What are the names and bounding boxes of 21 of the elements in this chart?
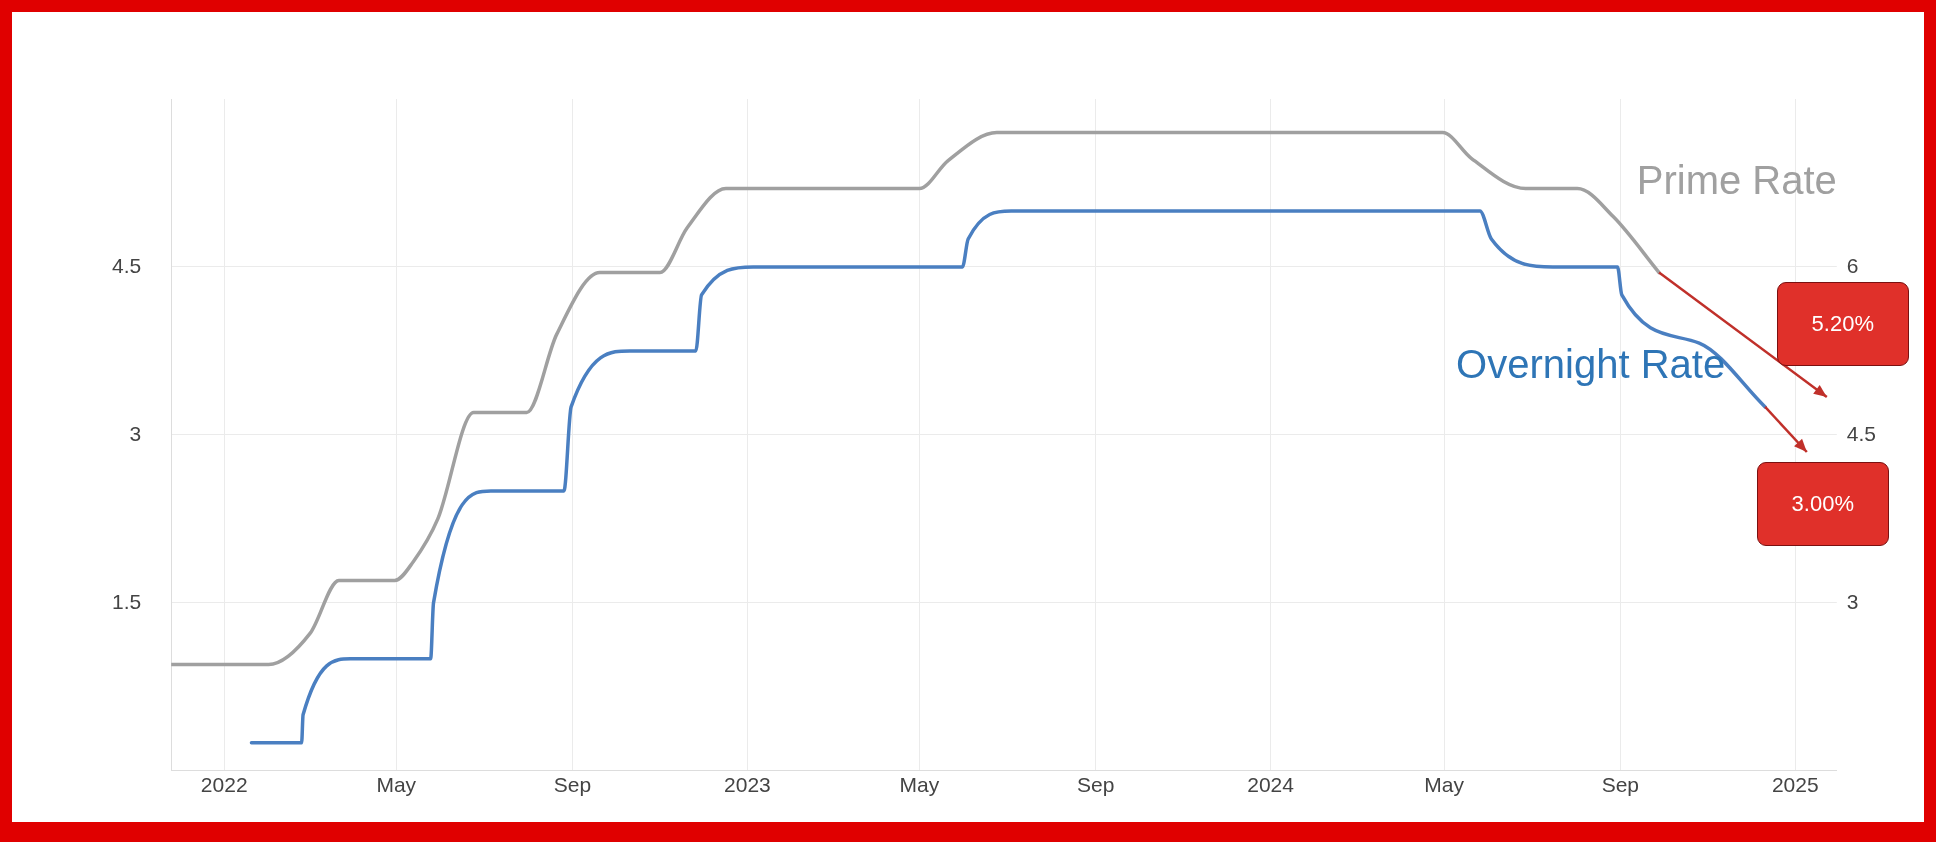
series-label: Prime Rate [1636,157,1837,202]
y-tick-label: 1.5 [111,589,142,613]
line-series [249,209,1767,745]
y-tick-label: 3 [129,421,142,445]
series-label: Overnight Rate [1456,341,1726,386]
x-tick-label: May [899,773,940,797]
callout-box: 3.00% [1756,462,1889,546]
y2-tick-label: 6 [1846,253,1859,277]
x-tick-label: 2025 [1771,773,1819,797]
callout-box: 5.20% [1776,282,1909,366]
y-tick-label: 4.5 [111,253,142,277]
x-tick-label: Sep [1077,773,1115,797]
x-tick-label: May [376,773,417,797]
x-tick-label: 2024 [1247,773,1295,797]
y2-tick-label: 3 [1846,589,1859,613]
x-tick-label: 2022 [200,773,248,797]
y2-tick-label: 4.5 [1846,421,1877,445]
x-tick-label: May [1424,773,1465,797]
x-tick-label: Sep [1601,773,1640,797]
x-tick-label: Sep [553,773,592,797]
x-tick-label: 2023 [724,773,771,797]
